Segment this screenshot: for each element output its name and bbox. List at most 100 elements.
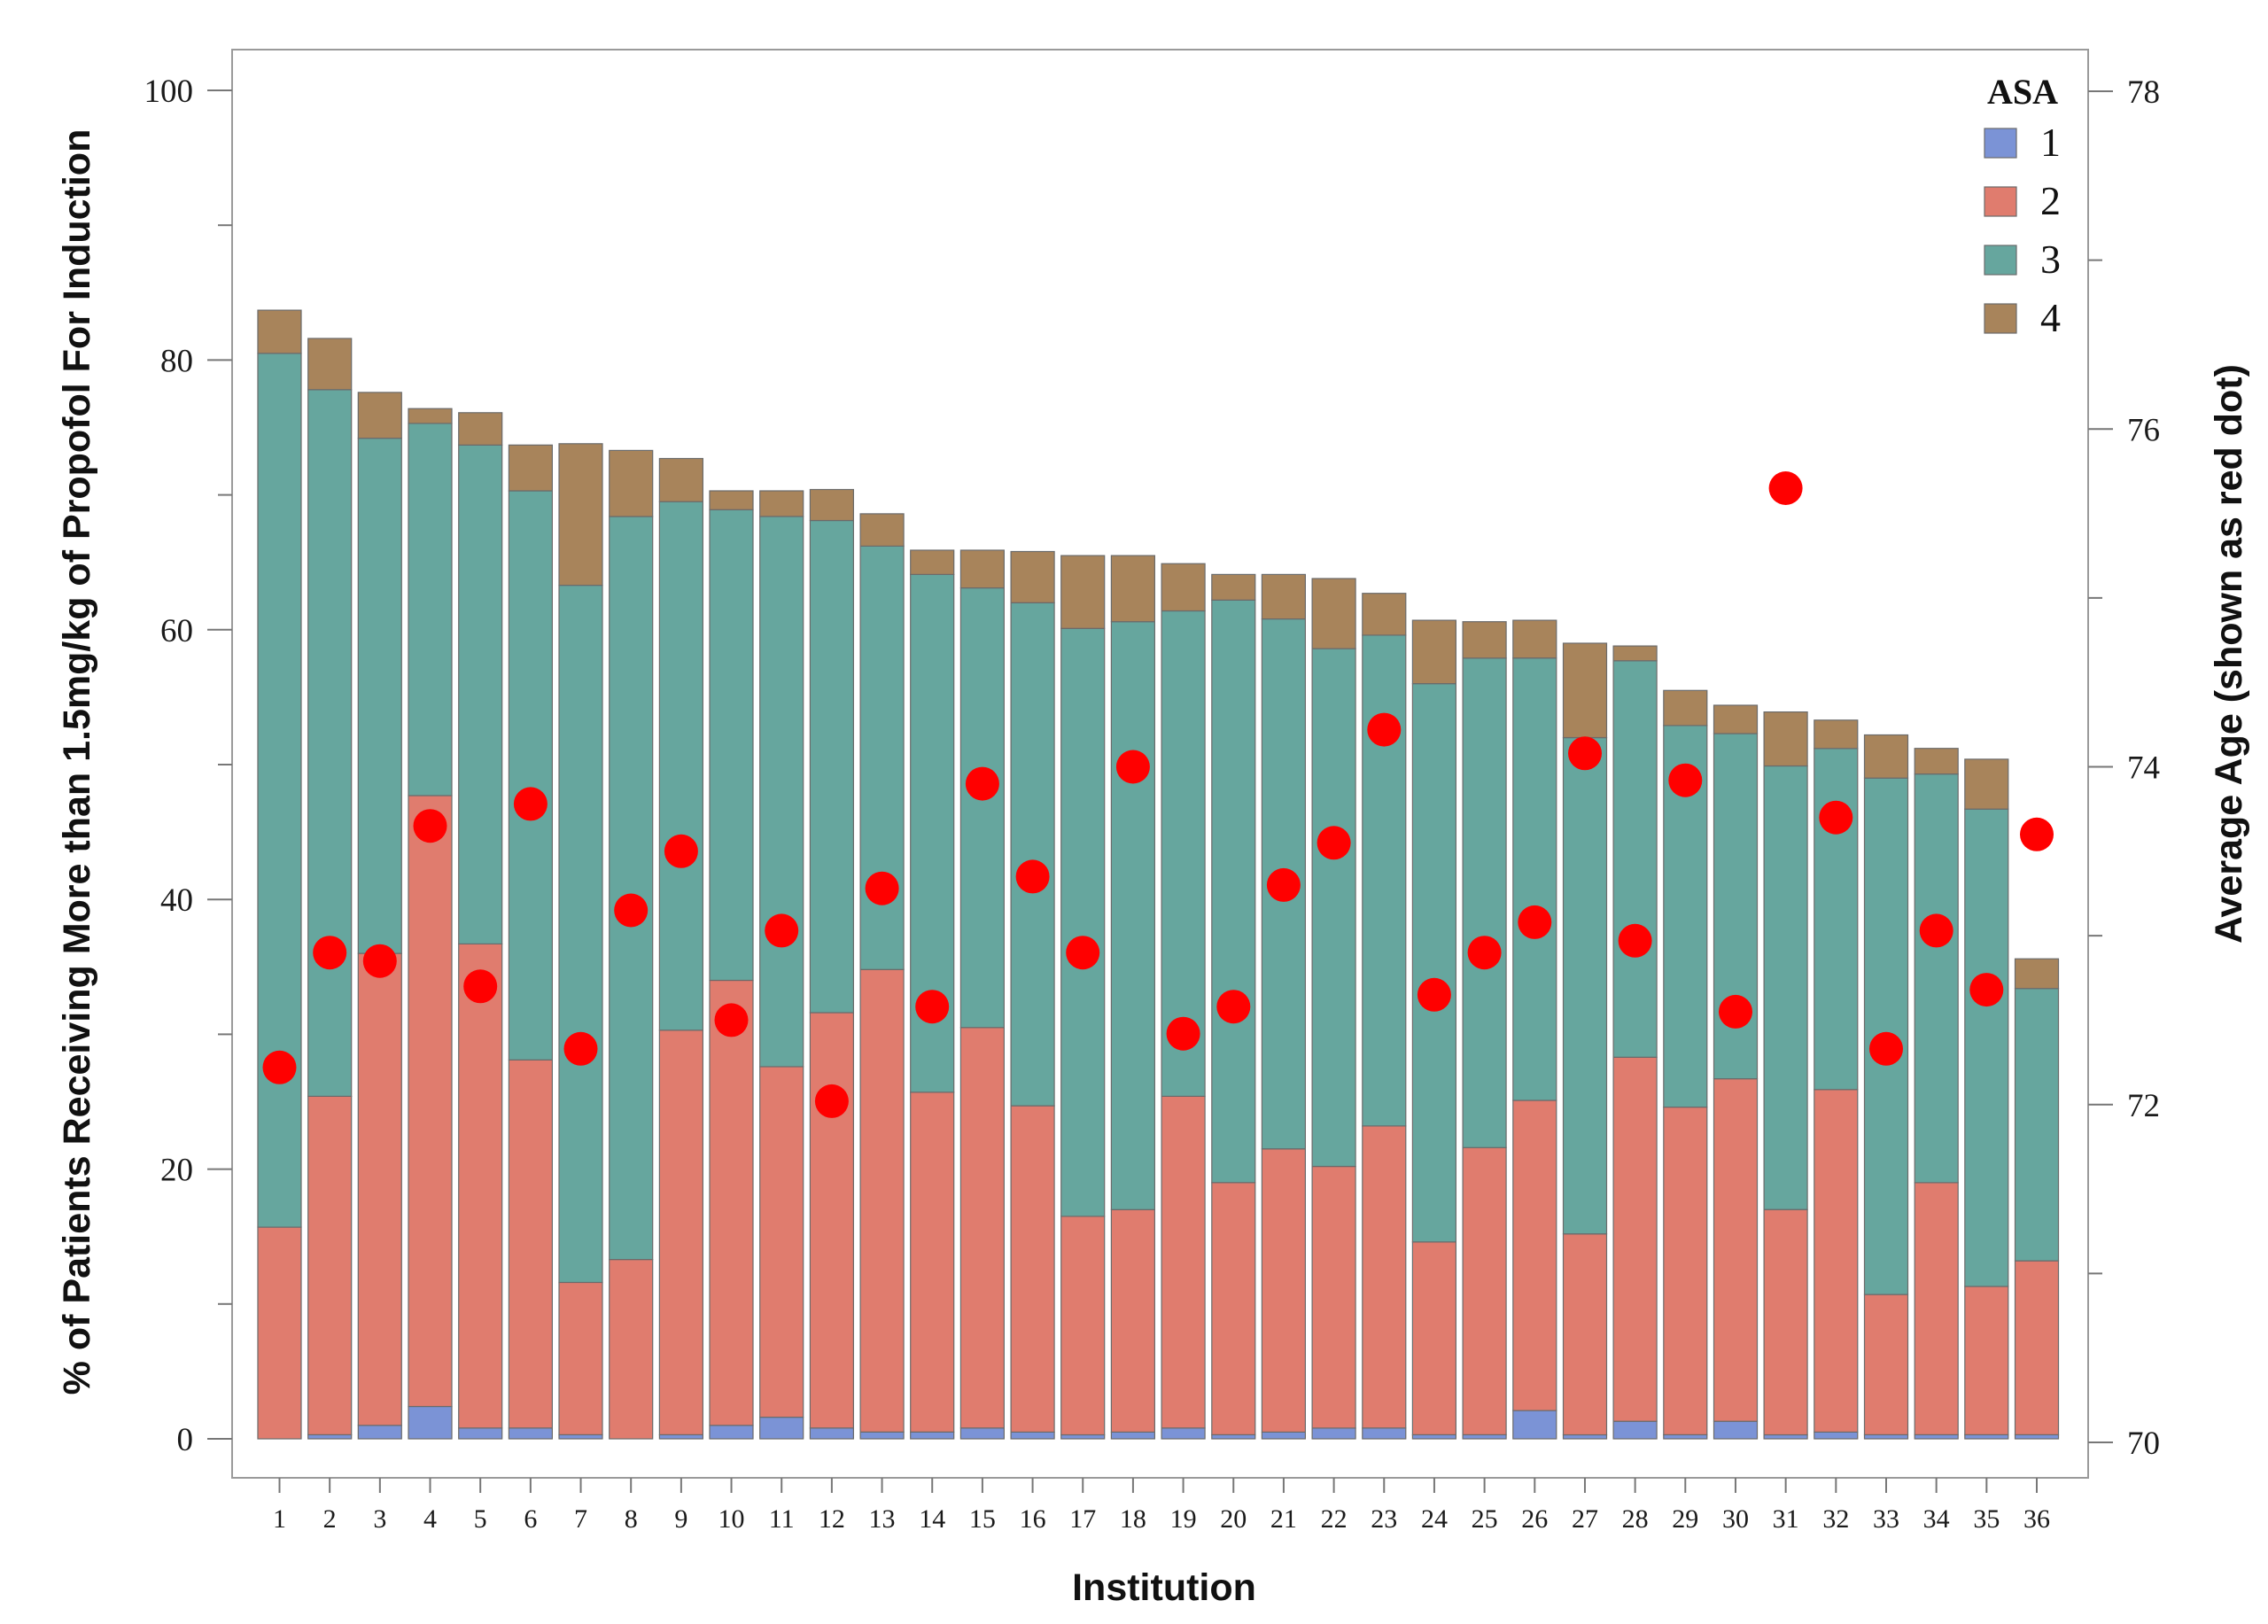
- age-dot-inst7: [563, 1031, 598, 1066]
- age-dot-inst4: [413, 809, 447, 843]
- bar-asa4-inst34: [1914, 748, 1959, 775]
- bar-asa2-inst28: [1612, 1056, 1658, 1422]
- bar-asa4-inst28: [1612, 645, 1658, 662]
- bar-asa1-inst16: [1010, 1431, 1055, 1440]
- bar-asa4-inst15: [959, 549, 1006, 589]
- x-tick-label-15: 15: [969, 1504, 996, 1534]
- bar-asa3-inst27: [1562, 736, 1608, 1235]
- bar-asa1-inst30: [1713, 1420, 1759, 1440]
- age-dot-inst22: [1317, 826, 1351, 860]
- bar-asa2-inst5: [458, 943, 503, 1429]
- y2-tick-label-76: 76: [2127, 412, 2160, 448]
- age-dot-inst3: [362, 944, 397, 978]
- bar-asa1-inst12: [809, 1427, 855, 1440]
- bar-asa3-inst24: [1411, 683, 1457, 1243]
- bar-asa4-inst17: [1060, 555, 1106, 629]
- bar-asa4-inst4: [408, 408, 453, 424]
- bar-asa4-inst29: [1663, 689, 1708, 727]
- bar-asa2-inst22: [1311, 1165, 1356, 1429]
- bar-asa3-inst17: [1060, 627, 1106, 1217]
- bar-asa2-inst20: [1211, 1182, 1256, 1436]
- x-tick-label-4: 4: [423, 1504, 437, 1534]
- age-dot-inst28: [1618, 923, 1652, 958]
- bar-asa4-inst26: [1512, 619, 1557, 659]
- bar-asa3-inst31: [1763, 765, 1808, 1210]
- bar-asa1-inst33: [1863, 1434, 1909, 1440]
- bar-asa4-inst5: [458, 412, 503, 446]
- bar-asa3-inst7: [558, 584, 603, 1284]
- bar-asa1-inst20: [1211, 1434, 1256, 1440]
- bar-asa1-inst7: [558, 1434, 603, 1440]
- bar-asa2-inst29: [1663, 1106, 1708, 1435]
- bar-asa4-inst25: [1462, 621, 1507, 659]
- bar-asa2-inst35: [1964, 1286, 2009, 1435]
- bar-asa2-inst15: [959, 1027, 1006, 1429]
- bar-asa3-inst28: [1612, 660, 1658, 1058]
- x-tick-label-16: 16: [1020, 1504, 1046, 1534]
- legend-swatch-asa1: [1984, 128, 2017, 159]
- bar-asa1-inst10: [709, 1425, 754, 1440]
- bar-asa4-inst7: [558, 443, 603, 587]
- bar-asa1-inst18: [1110, 1431, 1156, 1440]
- age-dot-inst9: [664, 834, 698, 868]
- bar-asa1-inst11: [759, 1416, 804, 1440]
- bar-asa3-inst9: [658, 501, 704, 1031]
- bar-asa2-inst13: [859, 968, 905, 1433]
- x-tick-label-32: 32: [1822, 1504, 1849, 1534]
- x-tick-label-26: 26: [1521, 1504, 1548, 1534]
- bar-asa4-inst8: [609, 449, 654, 517]
- x-tick-label-6: 6: [524, 1504, 537, 1534]
- bar-asa4-inst10: [709, 490, 754, 510]
- bar-asa2-inst25: [1462, 1146, 1507, 1435]
- age-dot-inst24: [1417, 977, 1451, 1012]
- x-tick-label-18: 18: [1120, 1504, 1146, 1534]
- bar-asa2-inst32: [1814, 1089, 1859, 1434]
- x-tick-label-1: 1: [273, 1504, 286, 1534]
- bar-asa3-inst23: [1362, 634, 1407, 1127]
- age-dot-inst10: [714, 1003, 749, 1037]
- bar-asa1-inst19: [1161, 1427, 1206, 1440]
- x-tick-label-33: 33: [1873, 1504, 1899, 1534]
- age-dot-inst6: [513, 787, 548, 821]
- x-tick-label-22: 22: [1321, 1504, 1348, 1534]
- age-dot-inst33: [1869, 1031, 1903, 1066]
- age-dot-inst31: [1768, 471, 1803, 505]
- bar-asa3-inst35: [1964, 808, 2009, 1287]
- bar-asa2-inst3: [357, 952, 402, 1426]
- legend-swatch-asa4: [1984, 303, 2017, 334]
- bar-asa3-inst13: [859, 545, 905, 970]
- age-dot-inst16: [1015, 859, 1050, 894]
- x-tick-label-31: 31: [1773, 1504, 1799, 1534]
- bar-asa4-inst18: [1110, 555, 1156, 623]
- x-tick-label-23: 23: [1371, 1504, 1397, 1534]
- bar-asa1-inst6: [508, 1427, 554, 1440]
- bar-asa2-inst21: [1261, 1148, 1307, 1434]
- bar-asa2-inst23: [1362, 1125, 1407, 1429]
- x-tick-label-7: 7: [574, 1504, 587, 1534]
- x-tick-label-35: 35: [1973, 1504, 2000, 1534]
- bar-asa2-inst1: [257, 1226, 302, 1440]
- bar-asa2-inst34: [1914, 1182, 1959, 1436]
- y-axis-left: 0 20 40 60 80 100: [144, 74, 232, 1458]
- bar-asa3-inst10: [709, 509, 754, 982]
- bar-asa3-inst15: [959, 587, 1006, 1029]
- x-tick-label-24: 24: [1421, 1504, 1448, 1534]
- age-dot-inst12: [814, 1084, 849, 1118]
- bar-asa4-inst23: [1362, 593, 1407, 636]
- y2-tick-label-72: 72: [2127, 1088, 2160, 1124]
- x-tick-label-36: 36: [2023, 1504, 2050, 1534]
- age-dot-inst36: [2020, 817, 2054, 851]
- bar-asa1-inst9: [658, 1434, 704, 1440]
- bar-asa3-inst34: [1914, 773, 1959, 1184]
- bar-asa4-inst12: [809, 488, 855, 522]
- bar-asa3-inst19: [1161, 610, 1206, 1098]
- bar-asa2-inst2: [307, 1095, 353, 1436]
- bar-asa1-inst36: [2014, 1434, 2060, 1440]
- x-axis-title: Institution: [1072, 1566, 1256, 1609]
- bar-asa2-inst12: [809, 1012, 855, 1429]
- bar-asa1-inst15: [959, 1427, 1006, 1440]
- bar-asa4-inst24: [1411, 619, 1457, 685]
- y-tick-label-20: 20: [160, 1153, 193, 1189]
- age-dot-inst8: [614, 893, 649, 928]
- x-tick-label-9: 9: [674, 1504, 687, 1534]
